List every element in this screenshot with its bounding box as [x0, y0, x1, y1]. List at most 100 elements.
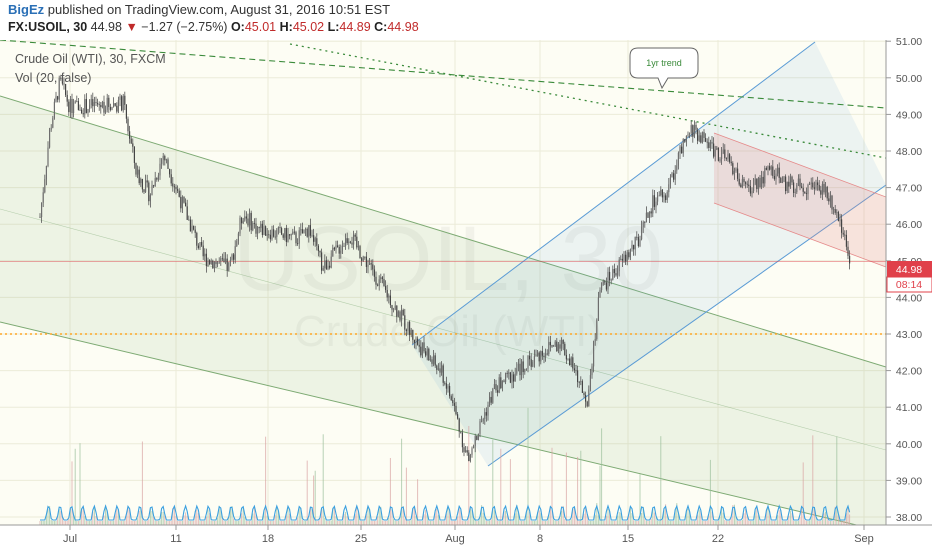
- volume-bar: [324, 517, 326, 525]
- candle-body: [610, 279, 612, 281]
- volume-bar: [650, 518, 652, 525]
- volume-bar: [538, 510, 540, 525]
- volume-bar: [333, 507, 335, 525]
- volume-bar: [663, 509, 665, 525]
- volume-bar: [359, 521, 361, 525]
- candlesticks: [39, 74, 851, 463]
- drawings-layer[interactable]: [0, 40, 886, 532]
- author-name[interactable]: BigEz: [8, 2, 45, 17]
- long-term-trend-line: [0, 40, 886, 109]
- volume-bar: [44, 521, 46, 525]
- candle-body: [452, 400, 454, 404]
- volume-bar: [445, 513, 447, 525]
- volume-bar: [180, 521, 182, 525]
- volume-bar: [655, 517, 657, 525]
- candle-body: [778, 167, 780, 178]
- volume-bar: [100, 521, 102, 525]
- volume-bar: [431, 521, 433, 525]
- volume-bar: [609, 511, 611, 525]
- volume-bar: [383, 521, 385, 525]
- candle-body: [100, 105, 102, 108]
- volume-bar: [105, 505, 107, 525]
- candle-body: [245, 216, 247, 219]
- candle-body: [364, 256, 366, 258]
- volume-bar: [349, 521, 351, 525]
- volume-bar: [329, 521, 331, 525]
- volume-bar: [813, 508, 815, 525]
- candle-body: [154, 178, 156, 187]
- candle-body: [425, 351, 427, 356]
- volume-bar: [748, 521, 750, 525]
- volume-legend[interactable]: Vol (20, false): [15, 71, 92, 85]
- volume-bar: [714, 521, 716, 525]
- candle-body: [393, 309, 395, 311]
- candle-body: [177, 189, 179, 191]
- volume-bar: [433, 521, 435, 525]
- volume-bar: [209, 513, 211, 525]
- price-tick-label: 40.00: [896, 439, 922, 451]
- volume-bar: [351, 521, 353, 525]
- volume-bar: [807, 521, 809, 525]
- candle-body: [746, 183, 748, 185]
- candle-body: [81, 109, 83, 114]
- candle-body: [714, 149, 716, 157]
- trend-callout[interactable]: 1yr trend: [629, 47, 699, 90]
- volume-bar: [634, 521, 636, 525]
- candle-body: [748, 184, 750, 187]
- volume-bar: [436, 509, 438, 525]
- volume-bar: [548, 514, 550, 525]
- volume-bar: [641, 513, 643, 525]
- volume-bar: [455, 521, 457, 525]
- candle-body: [802, 187, 804, 192]
- candle-body: [181, 196, 183, 209]
- candle-body: [397, 311, 399, 317]
- volume-bar: [353, 521, 355, 525]
- volume-bar: [522, 521, 524, 525]
- volume-bar: [116, 509, 118, 525]
- series-legend[interactable]: Crude Oil (WTI), 30, FXCM: [15, 52, 166, 66]
- volume-bar: [377, 516, 379, 525]
- volume-bar: [540, 513, 542, 525]
- candle-body: [605, 282, 607, 290]
- volume-bar: [717, 521, 719, 525]
- candle-body: [85, 98, 87, 113]
- volume-bar: [487, 521, 489, 525]
- candle-body: [649, 211, 651, 218]
- candle-body: [412, 329, 414, 340]
- volume-bars: [39, 407, 851, 525]
- candle-body: [537, 352, 539, 356]
- volume-bar: [673, 521, 675, 525]
- candle-body: [345, 238, 347, 247]
- candle-body: [821, 183, 823, 195]
- candle-body: [500, 377, 502, 389]
- candle-body: [215, 261, 217, 265]
- candle-body: [127, 118, 129, 132]
- volume-bar: [749, 521, 751, 525]
- volume-bar: [453, 521, 455, 525]
- volume-bar: [809, 521, 811, 525]
- candle-body: [237, 233, 239, 241]
- candle-body: [727, 154, 729, 159]
- volume-bar: [781, 521, 783, 525]
- volume-bar: [735, 517, 737, 525]
- candle-body: [703, 132, 705, 138]
- candle-body: [394, 305, 396, 310]
- candle-body: [447, 386, 449, 389]
- volume-bar: [791, 513, 793, 525]
- candle-body: [191, 225, 193, 232]
- candle-body: [495, 384, 497, 391]
- volume-bar: [295, 521, 297, 525]
- volume-bar: [84, 516, 86, 525]
- volume-bar: [234, 521, 236, 525]
- candle-body: [249, 212, 251, 226]
- volume-bar: [402, 506, 404, 525]
- candle-body: [801, 186, 803, 188]
- price-tick-label: 41.00: [896, 402, 922, 414]
- symbol-label[interactable]: FX:USOIL, 30: [8, 20, 88, 34]
- candle-body: [82, 113, 84, 115]
- candle-body: [647, 212, 649, 218]
- volume-moving-average: [40, 504, 851, 521]
- volume-bar: [644, 518, 646, 525]
- volume-bar: [618, 512, 620, 525]
